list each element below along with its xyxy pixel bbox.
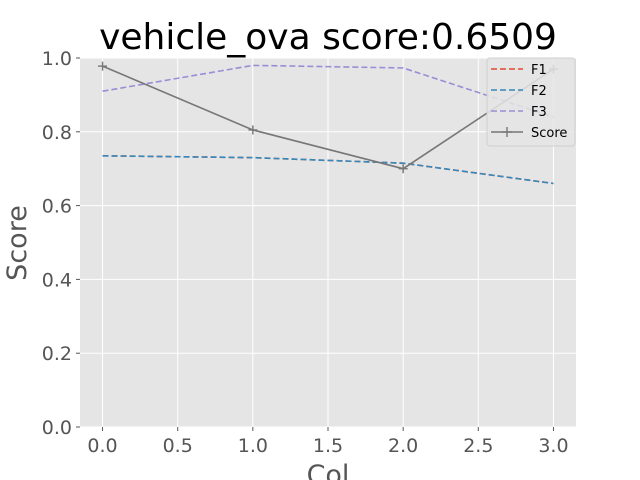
series-point-score [98,61,108,71]
chart-title: vehicle_ova score:0.6509 [99,17,557,58]
x-tick-label: 3.0 [538,435,568,457]
series-lines [98,61,558,185]
x-tick-label: 2.5 [463,435,493,457]
legend-label-score: Score [531,126,567,141]
series-line-f3 [102,64,554,118]
x-tick-label: 0.0 [87,435,117,457]
y-tick-label: 0.2 [42,343,72,365]
series-line-score [102,65,554,170]
x-axis-label: Col [307,460,350,480]
axis-ticks: 0.0 0.5 1.0 1.5 2.0 2.5 3.0 0.0 0.2 0.4 0.6 0.8 1.0 [42,48,569,457]
y-tick-label: 0.4 [42,269,72,291]
x-tick-label: 2.0 [388,435,418,457]
y-tick-label: 1.0 [42,48,72,70]
x-tick-label: 0.5 [163,435,193,457]
y-tick-label: 0.6 [42,196,72,218]
legend-label-f3: F3 [531,105,547,120]
legend: F1 F2 F3 Score [486,57,576,147]
x-tick-label: 1.5 [313,435,343,457]
series-line-f2 [102,154,554,185]
y-tick-label: 0.0 [42,417,72,439]
series-point-score [248,125,258,135]
legend-label-f2: F2 [531,84,547,99]
legend-label-f1: F1 [531,63,547,78]
y-axis-label: Score [2,205,33,281]
legend-box [486,57,576,147]
y-tick-label: 0.8 [42,122,72,144]
series-point-score [398,164,408,174]
x-tick-label: 1.0 [238,435,268,457]
